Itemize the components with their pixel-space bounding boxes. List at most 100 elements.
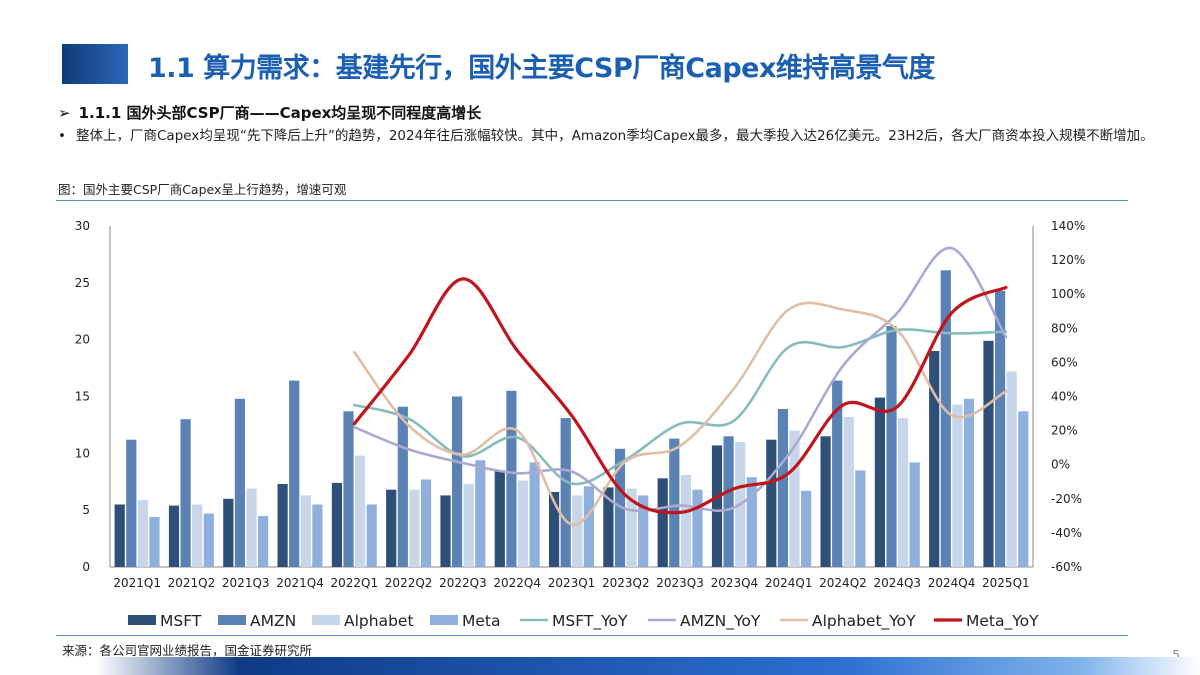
bar-amzn: [234, 398, 245, 567]
category-tick-label: 2021Q3: [222, 576, 270, 590]
left-tick-label: 25: [75, 276, 90, 290]
right-tick-label: 140%: [1051, 219, 1085, 233]
bar-alphabet: [137, 499, 148, 567]
bar-msft: [820, 436, 831, 567]
bar-alphabet: [517, 480, 529, 567]
bar-msft: [494, 470, 505, 567]
bar-meta: [692, 489, 703, 567]
category-tick-label: 2025Q1: [982, 576, 1030, 590]
bar-alphabet: [192, 504, 203, 567]
source-note: 来源：各公司官网业绩报告，国金证券研究所: [62, 643, 313, 658]
right-tick-label: 20%: [1051, 424, 1078, 438]
legend-label: Meta: [462, 612, 501, 630]
legend-swatch-meta: [430, 615, 458, 625]
line-msft-yoy: [353, 328, 1008, 486]
right-tick-label: 120%: [1051, 253, 1085, 267]
legend-label: AMZN: [250, 612, 296, 630]
bar-alphabet: [789, 430, 800, 567]
category-tick-label: 2023Q4: [711, 576, 759, 590]
bar-alphabet: [300, 495, 311, 567]
category-tick-label: 2024Q2: [819, 576, 867, 590]
bar-alphabet: [626, 488, 637, 567]
summary-bullet: • 整体上，厂商Capex均呈现“先下降后上升”的趋势，2024年往后涨幅较快。…: [58, 127, 1158, 145]
bar-meta: [420, 479, 432, 567]
bar-meta: [203, 513, 214, 567]
bar-msft: [766, 439, 777, 567]
category-tick-label: 2024Q1: [765, 576, 813, 590]
right-tick-label: -20%: [1051, 492, 1082, 506]
bar-meta: [1018, 411, 1029, 567]
left-tick-label: 15: [75, 390, 90, 404]
bar-msft: [331, 482, 342, 567]
legend-swatch-alphabet: [312, 615, 340, 625]
right-tick-label: -60%: [1051, 560, 1082, 574]
bar-meta: [312, 504, 323, 567]
bar-msft: [168, 505, 180, 567]
bar-amzn: [506, 390, 517, 567]
bar-amzn: [560, 418, 571, 567]
bar-msft: [929, 351, 940, 567]
left-tick-label: 20: [75, 333, 90, 347]
section-heading: ➢ 1.1.1 国外头部CSP厂商——Capex均呈现不同程度高增长: [58, 102, 481, 123]
bar-msft: [440, 495, 451, 567]
bar-amzn: [777, 409, 788, 567]
category-tick-label: 2022Q1: [331, 576, 379, 590]
bar-alphabet: [898, 418, 909, 567]
right-tick-label: 60%: [1051, 355, 1078, 369]
legend-label: MSFT_YoY: [552, 612, 628, 631]
right-tick-label: -40%: [1051, 526, 1082, 540]
bar-amzn: [289, 380, 300, 567]
bar-amzn: [397, 406, 408, 567]
line-alphabet-yoy: [353, 301, 1008, 526]
page-title: 1.1 算力需求：基建先行，国外主要CSP厂商Capex维持高景气度: [148, 53, 935, 84]
line-meta-yoy: [352, 277, 1008, 515]
bar-meta: [801, 490, 812, 567]
bar-meta: [583, 486, 594, 567]
bar-meta: [529, 462, 540, 567]
bar-amzn: [126, 439, 137, 567]
bar-amzn: [940, 270, 951, 567]
right-tick-label: 40%: [1051, 390, 1078, 404]
legend-label: Alphabet_YoY: [812, 612, 916, 631]
bar-alphabet: [843, 417, 854, 567]
bar-meta: [258, 515, 269, 567]
bar-amzn: [723, 436, 734, 567]
bar-meta: [855, 470, 866, 567]
category-tick-label: 2023Q2: [602, 576, 650, 590]
bar-alphabet: [463, 484, 474, 567]
bar-msft: [114, 504, 125, 567]
category-tick-label: 2023Q3: [656, 576, 704, 590]
bar-msft: [386, 489, 397, 567]
bar-alphabet: [246, 488, 257, 567]
category-tick-label: 2021Q2: [168, 576, 216, 590]
bar-amzn: [669, 438, 680, 567]
bar-amzn: [832, 380, 843, 567]
bar-alphabet: [355, 455, 366, 567]
line-amzn-yoy: [353, 246, 1008, 513]
category-tick-label: 2022Q2: [385, 576, 433, 590]
legend-swatch-amzn: [218, 615, 246, 625]
title-accent-block: [62, 44, 128, 84]
left-tick-label: 0: [82, 560, 90, 574]
bar-meta: [746, 477, 757, 567]
left-tick-label: 5: [82, 503, 90, 517]
category-tick-label: 2022Q4: [493, 576, 541, 590]
bar-meta: [475, 460, 486, 567]
category-tick-label: 2023Q1: [548, 576, 596, 590]
legend-label: Meta_YoY: [966, 612, 1039, 631]
summary-text: 整体上，厂商Capex均呈现“先下降后上升”的趋势，2024年往后涨幅较快。其中…: [76, 128, 1154, 144]
bar-amzn: [343, 411, 354, 567]
bar-msft: [657, 478, 668, 567]
category-tick-label: 2021Q1: [113, 576, 161, 590]
bar-amzn: [452, 396, 463, 567]
bar-msft: [983, 340, 994, 567]
legend-label: MSFT: [160, 612, 202, 630]
left-tick-label: 10: [75, 446, 90, 460]
bar-alphabet: [680, 474, 691, 567]
bar-msft: [277, 484, 288, 567]
bar-msft: [874, 397, 885, 567]
bar-alphabet: [572, 495, 583, 567]
footer-bar: [0, 657, 1200, 675]
bar-amzn: [995, 290, 1006, 567]
